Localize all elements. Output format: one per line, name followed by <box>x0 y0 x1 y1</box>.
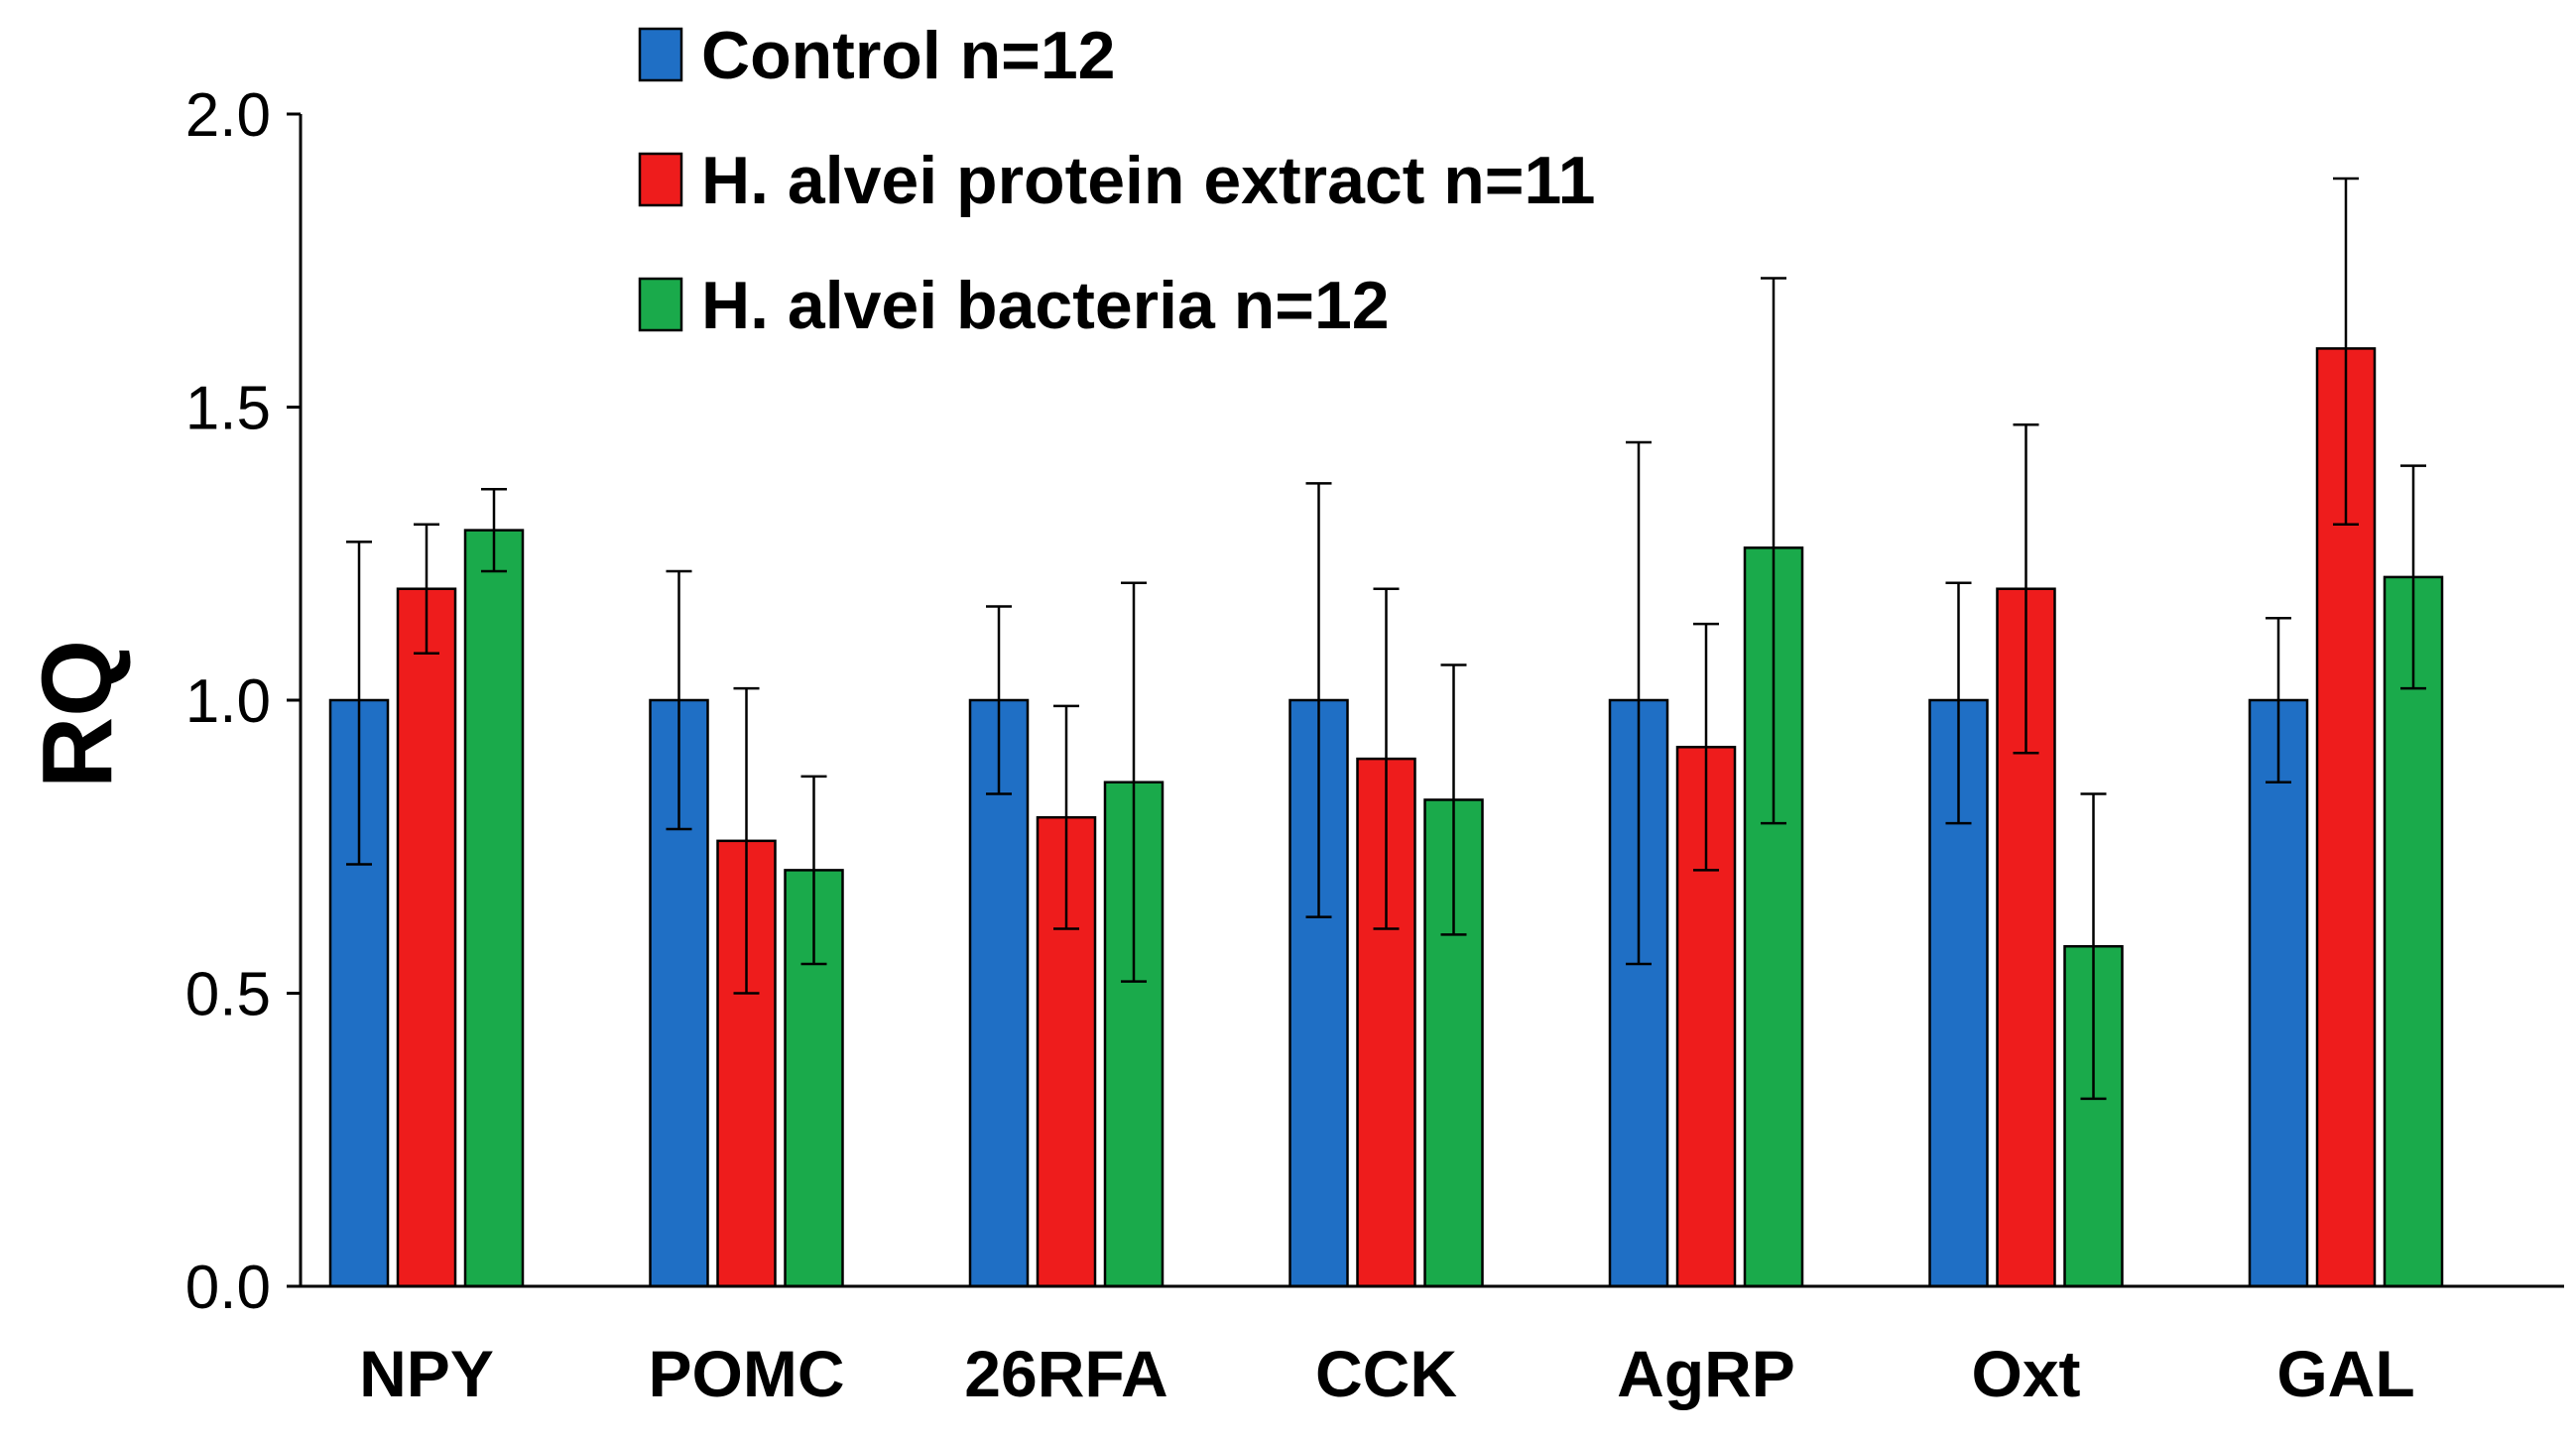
y-tick-label: 1.0 <box>185 667 271 736</box>
x-category-label: GAL <box>2276 1337 2414 1410</box>
bars <box>328 347 2444 1288</box>
x-category-label: NPY <box>359 1337 494 1410</box>
x-category-label: CCK <box>1315 1337 1457 1410</box>
legend-swatch-series-2 <box>638 152 683 207</box>
y-tick-label: 0.5 <box>185 961 271 1029</box>
legend-swatch-series-3 <box>638 277 683 332</box>
legend-label-series-2: H. alvei protein extract n=11 <box>701 143 1595 218</box>
x-category-label: POMC <box>649 1337 845 1410</box>
y-axis-title-group: RQ <box>22 640 133 788</box>
bar-npy-series-3 <box>463 529 525 1288</box>
axes <box>299 114 2564 1288</box>
error-bars <box>346 177 2426 1101</box>
y-tick-label: 1.5 <box>185 375 271 443</box>
legend-swatch-series-1 <box>638 27 683 82</box>
x-category-label: 26RFA <box>964 1337 1167 1410</box>
x-category-label: AgRP <box>1617 1337 1795 1410</box>
legend: Control n=12 H. alvei protein extract n=1… <box>638 18 1595 343</box>
legend-label-series-1: Control n=12 <box>701 18 1116 93</box>
y-axis-title: RQ <box>22 640 133 788</box>
bar-npy-series-2 <box>396 587 457 1288</box>
y-axis-ticks: 0.0 0.5 1.0 1.5 2.0 <box>185 81 301 1322</box>
y-tick-label: 0.0 <box>185 1254 271 1322</box>
x-category-label: Oxt <box>1971 1337 2080 1410</box>
category-labels: NPY POMC 26RFA CCK AgRP Oxt GAL <box>359 1337 2415 1410</box>
bar-gal-series-3 <box>2383 575 2444 1288</box>
bar-gal-series-1 <box>2248 698 2309 1288</box>
legend-label-series-3: H. alvei bacteria n=12 <box>701 268 1390 343</box>
y-tick-label: 2.0 <box>185 81 271 150</box>
